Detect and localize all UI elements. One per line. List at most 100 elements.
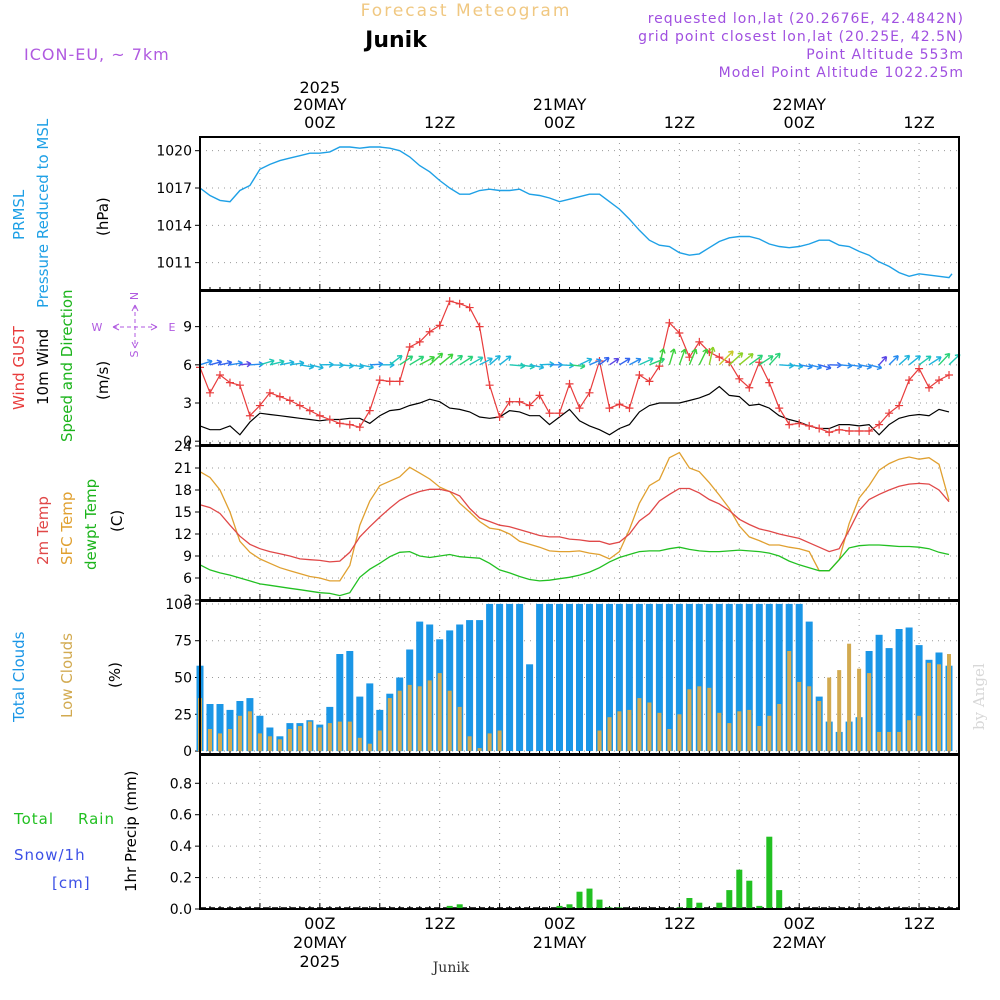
wind-direction-arrow bbox=[399, 355, 414, 366]
gust-marker bbox=[445, 297, 454, 306]
low-cloud-bar bbox=[797, 681, 802, 751]
wind-direction-arrow bbox=[878, 355, 888, 366]
low-cloud-bar bbox=[247, 711, 252, 751]
wind-direction-arrow bbox=[499, 355, 512, 366]
forecast-title: Forecast Meteogram bbox=[361, 1, 572, 21]
wind-direction-arrow bbox=[639, 357, 654, 366]
low-cloud-bar bbox=[867, 673, 872, 752]
top-axis-date: 20MAY bbox=[293, 95, 347, 114]
gust-marker bbox=[505, 397, 514, 406]
total-cloud-bar bbox=[895, 629, 903, 752]
gust-marker bbox=[715, 353, 724, 362]
gust-marker bbox=[605, 404, 614, 413]
bottom-axis-date: 22MAY bbox=[772, 933, 826, 952]
wind-direction-arrow bbox=[668, 348, 677, 366]
y-tick-label: 3 bbox=[183, 396, 192, 412]
y-tick-label: 0 bbox=[183, 744, 192, 760]
rain-bar bbox=[446, 905, 453, 909]
total-cloud-bar bbox=[206, 704, 214, 752]
total-cloud-bar bbox=[755, 603, 763, 751]
low-cloud-bar bbox=[707, 687, 712, 752]
y-tick-label: 1020 bbox=[156, 144, 192, 160]
y-tick-label: 100 bbox=[165, 597, 192, 613]
low-cloud-bar bbox=[777, 704, 782, 752]
gust-marker bbox=[515, 397, 524, 406]
low-cloud-bar bbox=[837, 670, 842, 751]
wind-direction-arrow bbox=[758, 355, 774, 366]
total-cloud-bar bbox=[366, 683, 374, 752]
low-cloud-bar bbox=[617, 711, 622, 751]
wind-direction-arrow bbox=[469, 356, 484, 366]
gust-marker bbox=[365, 406, 374, 415]
wind-speed-line bbox=[199, 385, 950, 436]
gust-marker bbox=[865, 427, 874, 435]
gust-marker bbox=[785, 420, 794, 429]
wind-direction-arrow bbox=[479, 357, 493, 366]
gust-marker bbox=[525, 401, 534, 410]
wind-direction-arrow bbox=[199, 359, 213, 366]
total-cloud-bar bbox=[586, 603, 593, 751]
wind-direction-arrow bbox=[698, 348, 709, 366]
panel-frame bbox=[199, 136, 960, 291]
rain-bar bbox=[776, 890, 783, 909]
pressure-line bbox=[199, 146, 953, 279]
y-tick-label: 0.2 bbox=[170, 871, 192, 887]
low-cloud-bar bbox=[877, 731, 882, 751]
gust-marker bbox=[225, 378, 234, 387]
wind-panel: 0 3 6 9 bbox=[183, 290, 961, 450]
y-tick-label: 0 bbox=[183, 434, 192, 450]
wind-direction-arrow bbox=[619, 357, 631, 366]
location-title: Junik bbox=[363, 28, 428, 53]
temp2m-label: 2m Temp bbox=[34, 496, 52, 565]
total-cloud-bar bbox=[456, 624, 464, 751]
gust-marker bbox=[245, 411, 254, 420]
gust-marker bbox=[815, 424, 824, 433]
wind-direction-arrow bbox=[938, 352, 951, 366]
wind-direction-arrow bbox=[259, 358, 275, 366]
y-tick-label: 1011 bbox=[156, 256, 192, 272]
wind-unit: (m/s) bbox=[94, 361, 112, 400]
total-cloud-bar bbox=[905, 627, 913, 752]
low-cloud-bar bbox=[467, 736, 472, 751]
gust-marker bbox=[255, 401, 264, 410]
rain-bar bbox=[596, 899, 603, 909]
total-cloud-bar bbox=[606, 603, 613, 751]
requested-coords: requested lon,lat (20.2676E, 42.4842N) bbox=[648, 11, 964, 27]
prmsl-label: PRMSL bbox=[10, 189, 28, 240]
total-cloud-bar bbox=[596, 603, 603, 751]
gust-marker bbox=[805, 421, 814, 430]
low-cloud-bar bbox=[417, 686, 422, 751]
precip-total-label: Total bbox=[13, 810, 54, 828]
gust-marker bbox=[855, 427, 864, 435]
gust-marker bbox=[345, 420, 354, 429]
low-cloud-bar bbox=[597, 730, 602, 752]
wind-direction-arrow bbox=[489, 355, 501, 366]
gust-marker bbox=[295, 401, 304, 410]
top-axis-hour: 12Z bbox=[664, 113, 695, 132]
wind-direction-arrow bbox=[718, 350, 734, 366]
rain-bar bbox=[746, 880, 753, 909]
wind-direction-arrow bbox=[658, 348, 666, 365]
wind-direction-arrow bbox=[898, 354, 911, 366]
gust-marker bbox=[765, 378, 774, 387]
low-clouds-label: Low Clouds bbox=[58, 633, 76, 718]
low-cloud-bar bbox=[907, 720, 912, 752]
total-clouds-label: Total Clouds bbox=[10, 631, 28, 723]
bottom-axis-hour: 12Z bbox=[903, 914, 934, 933]
low-cloud-bar bbox=[277, 739, 282, 752]
wind-direction-arrow bbox=[629, 357, 642, 366]
bottom-axis-hour: 12Z bbox=[664, 914, 695, 933]
rain-bar bbox=[566, 904, 573, 909]
wind-direction-arrow bbox=[419, 355, 436, 366]
total-cloud-bar bbox=[496, 603, 504, 751]
rain-bar bbox=[576, 891, 583, 909]
gust-marker bbox=[845, 427, 854, 435]
total-cloud-bar bbox=[356, 696, 364, 751]
y-tick-label: 9 bbox=[183, 549, 192, 565]
gust-marker bbox=[395, 377, 404, 386]
y-tick-label: 0.4 bbox=[170, 839, 192, 855]
low-cloud-bar bbox=[347, 721, 352, 751]
wind-direction-arrow bbox=[609, 357, 620, 366]
low-cloud-bar bbox=[727, 723, 732, 752]
gust-marker bbox=[405, 343, 414, 351]
